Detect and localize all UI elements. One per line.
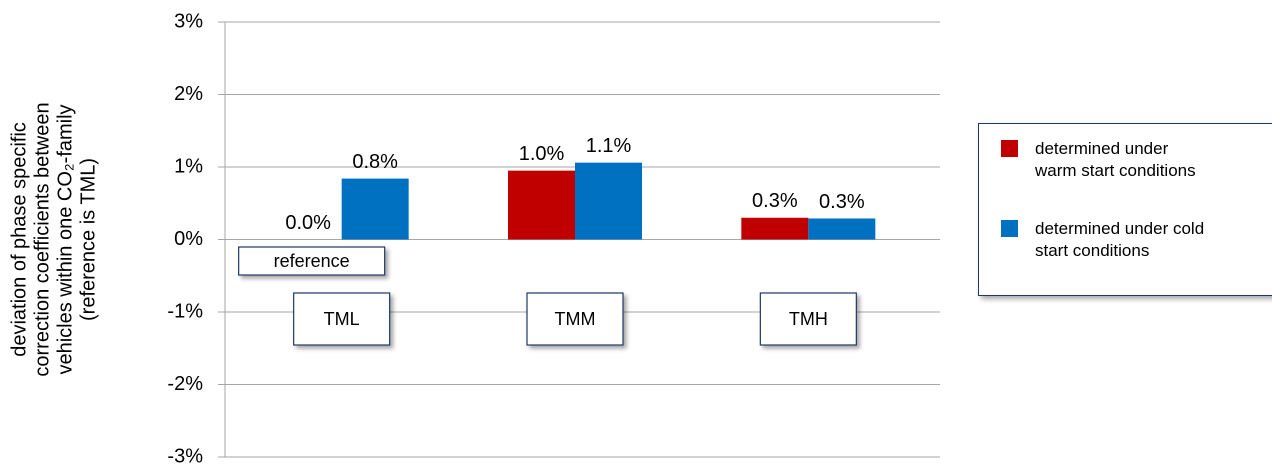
y-tick-label: 0% [174,228,203,250]
x-tick-label: TMM [555,309,596,329]
value-label: 0.3% [752,190,798,212]
bar [808,218,876,240]
category-box: TMM [526,292,624,346]
bar [741,217,809,240]
y-tick-label: -3% [167,445,203,467]
y-axis-label-line: (reference is TML) [78,158,100,321]
y-axis-label: deviation of phase specificcorrection co… [9,102,100,376]
bar [508,170,575,240]
legend-label: determined under cold start conditions [1035,219,1205,260]
x-tick-label: TML [324,309,360,329]
y-tick-label: 3% [174,10,203,32]
y-axis-label-line: correction coefficients between [32,102,54,376]
category-box-frame [759,292,857,346]
legend-swatch [1001,140,1018,157]
y-tick-label: -2% [167,373,203,395]
value-label: 1.0% [519,143,565,165]
bar [575,162,642,240]
value-label: 1.1% [586,135,632,157]
y-axis-label-line: deviation of phase specific [9,122,31,357]
value-label: 0.0% [285,212,331,234]
category-box-frame [526,292,624,346]
value-label: 0.8% [352,151,398,173]
annotation-box [238,246,386,276]
annotation: reference [274,251,350,271]
legend-swatch [1001,220,1018,237]
category-box-frame [293,292,391,346]
x-tick-label: TMH [789,309,828,329]
y-tick-label: 1% [174,155,203,177]
bar [341,178,409,240]
value-label: 0.3% [819,191,865,213]
y-tick-label: -1% [167,300,203,322]
legend-item: determined under warm start conditions [1001,138,1211,182]
y-axis-label-line: vehicles within one CO₂-family [55,104,77,374]
legend: determined under warm start conditions de… [978,123,1272,296]
legend-item: determined under cold start conditions [1001,218,1211,262]
legend-label: determined under warm start conditions [1035,139,1196,180]
category-box: TML [293,292,391,346]
category-box: TMH [759,292,857,346]
y-tick-label: 2% [174,83,203,105]
